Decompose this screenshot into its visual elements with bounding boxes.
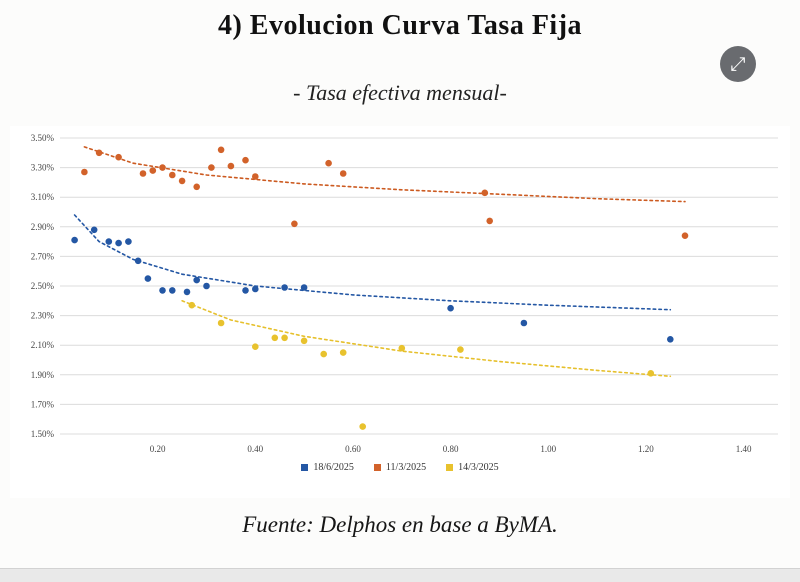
legend-marker-icon xyxy=(446,464,454,471)
chart-point xyxy=(457,346,464,353)
chart-point xyxy=(281,284,288,291)
chart-point xyxy=(271,334,279,342)
chart-point xyxy=(71,236,78,244)
chart-point xyxy=(203,282,210,290)
chart-subtitle: - Tasa efectiva mensual- xyxy=(293,80,507,105)
y-tick-label: 2.50% xyxy=(31,281,55,291)
bottom-window-edge xyxy=(0,568,800,582)
chart-point xyxy=(667,336,674,343)
chart-point xyxy=(193,183,200,191)
chart-point xyxy=(217,146,225,154)
legend-item: 11/3/2025 xyxy=(373,462,427,473)
legend-marker-icon xyxy=(373,464,381,471)
legend-label: 18/6/2025 xyxy=(313,462,354,473)
chart-point xyxy=(398,344,406,352)
chart-point xyxy=(359,423,367,430)
chart-point xyxy=(227,162,235,170)
chart-point xyxy=(208,164,215,171)
chart-point xyxy=(178,177,186,185)
legend-item: 18/6/2025 xyxy=(301,462,354,473)
legend-label: 14/3/2025 xyxy=(458,462,499,473)
x-tick-label: 1.00 xyxy=(540,444,556,454)
chart-point xyxy=(252,343,259,350)
chart-point xyxy=(139,170,147,177)
y-tick-label: 2.70% xyxy=(31,251,55,261)
y-tick-label: 1.90% xyxy=(31,370,55,380)
page-title: 4) Evolucion Curva Tasa Fija xyxy=(217,10,583,41)
y-tick-label: 2.10% xyxy=(31,340,55,350)
chart-point xyxy=(339,170,347,177)
chart-point xyxy=(115,153,122,161)
y-tick-label: 3.10% xyxy=(31,192,55,202)
chart-point xyxy=(320,350,328,358)
chart-point xyxy=(217,319,225,327)
chart-point xyxy=(291,220,298,228)
chart-point xyxy=(486,217,494,225)
chart-point xyxy=(647,370,655,377)
chart-point xyxy=(144,275,152,282)
y-tick-label: 1.70% xyxy=(31,399,55,409)
chart-point xyxy=(134,257,142,265)
chart-svg: 3.50% 3.30% 3.10% 2.90% 2.70% 2.50% 2.30% 2.10%… xyxy=(31,133,778,454)
chart-point xyxy=(281,334,288,342)
x-tick-label: 0.80 xyxy=(443,444,459,454)
source-caption: Fuente: Delphos en base a ByMA. xyxy=(242,512,558,537)
chart-point xyxy=(159,287,166,294)
chart-point xyxy=(90,226,98,234)
chart-point xyxy=(339,349,347,356)
legend-label: 11/3/2025 xyxy=(385,462,427,473)
chart-point xyxy=(242,287,249,294)
expand-button[interactable]: ⤢ xyxy=(720,46,756,82)
chart-area: 3.50% 3.30% 3.10% 2.90% 2.70% 2.50% 2.30% 2.10%… xyxy=(10,126,790,498)
chart-point xyxy=(252,173,259,180)
trendline xyxy=(181,300,672,378)
y-tick-label: 3.30% xyxy=(31,163,55,173)
chart-point xyxy=(481,189,489,197)
x-tick-label: 1.40 xyxy=(736,444,752,454)
chart-point xyxy=(242,156,249,164)
trendline xyxy=(83,146,686,203)
y-tick-label: 2.30% xyxy=(31,311,55,321)
y-tick-label: 1.50% xyxy=(31,429,55,439)
chart-point xyxy=(105,238,113,245)
chart-point xyxy=(169,287,176,294)
expand-icon: ⤢ xyxy=(730,52,746,75)
chart-point xyxy=(115,239,122,247)
chart-point xyxy=(300,284,308,291)
chart-point xyxy=(81,168,88,176)
chart-point xyxy=(447,304,454,312)
x-tick-label: 1.20 xyxy=(638,444,654,454)
x-tick-label: 0.20 xyxy=(150,444,166,454)
legend-item: 14/3/2025 xyxy=(446,462,499,473)
chart-point xyxy=(125,238,132,245)
chart-point xyxy=(681,232,689,239)
y-tick-label: 3.50% xyxy=(31,133,55,143)
chart-point xyxy=(188,301,196,309)
chart-point xyxy=(159,164,166,171)
x-tick-label: 0.60 xyxy=(345,444,361,454)
x-tick-label: 0.40 xyxy=(247,444,263,454)
legend-marker-icon xyxy=(301,464,309,471)
chart-point xyxy=(169,171,176,179)
chart-point xyxy=(183,288,191,296)
chart-point xyxy=(193,276,200,284)
chart-point xyxy=(149,167,157,174)
chart-point xyxy=(520,319,528,327)
trendline xyxy=(73,214,672,311)
chart-point xyxy=(300,337,308,345)
y-tick-label: 2.90% xyxy=(31,222,55,232)
chart-legend: 18/6/2025 11/3/2025 14/3/2025 xyxy=(10,462,790,473)
chart-point xyxy=(325,159,332,167)
chart-point xyxy=(252,285,259,293)
chart-point xyxy=(95,149,103,157)
